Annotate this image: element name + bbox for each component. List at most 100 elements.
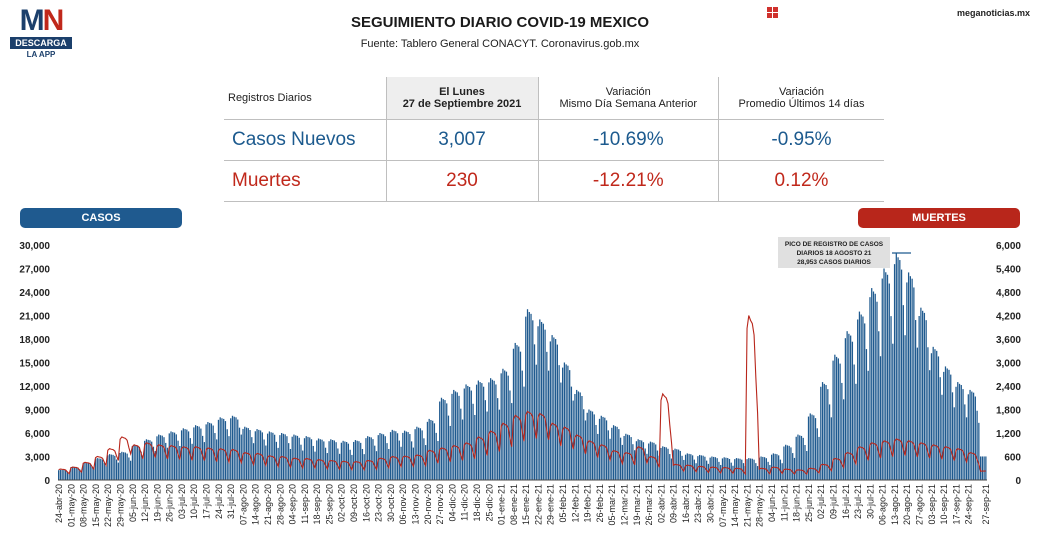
casos-bar: [867, 370, 869, 480]
casos-bar: [377, 435, 379, 480]
casos-bar: [72, 466, 74, 480]
x-tick-label: 14-ago-20: [251, 484, 261, 525]
casos-bar: [224, 421, 227, 480]
casos-bar: [972, 392, 975, 480]
casos-bar: [748, 458, 750, 480]
y-right-tick-label: 1,200: [996, 429, 1021, 440]
casos-bar: [259, 430, 262, 480]
y-right-tick-label: 600: [1004, 453, 1021, 464]
casos-bar: [533, 344, 536, 480]
y-right-tick-label: 0: [1015, 476, 1021, 487]
casos-bar: [756, 466, 759, 480]
casos-bar: [922, 310, 924, 480]
casos-bar: [393, 430, 395, 480]
casos-bar: [900, 269, 903, 480]
casos-bar: [886, 274, 889, 480]
casos-bar: [985, 456, 987, 480]
y-right-tick-label: 3,000: [996, 359, 1021, 370]
x-tick-label: 23-oct-20: [374, 484, 384, 522]
casos-bar: [233, 416, 235, 480]
casos-bar: [918, 316, 920, 480]
casos-bar: [463, 388, 465, 480]
casos-bar: [122, 452, 125, 480]
casos-bar: [790, 447, 792, 480]
casos-bar: [590, 410, 592, 480]
casos-bar: [472, 403, 474, 480]
casos-bar: [958, 383, 961, 480]
x-tick-label: 26-feb-21: [595, 484, 605, 523]
casos-bar: [641, 440, 643, 480]
casos-bar: [490, 378, 492, 480]
casos-bar: [799, 435, 801, 480]
casos-bar: [793, 457, 796, 480]
x-tick-label: 12-feb-21: [570, 484, 580, 523]
casos-bar: [165, 442, 167, 480]
x-tick-label: 14-may-21: [730, 484, 740, 527]
casos-var-14d: -0.95%: [717, 119, 884, 161]
casos-bar: [755, 463, 757, 480]
casos-bar: [149, 440, 151, 480]
casos-bar: [983, 456, 985, 480]
casos-bar: [648, 443, 650, 480]
x-tick-label: 01-may-20: [66, 484, 76, 527]
casos-bar: [428, 418, 430, 480]
casos-bar: [892, 343, 894, 480]
casos-bar: [906, 282, 908, 480]
casos-bar: [477, 380, 479, 480]
casos-bar: [402, 432, 404, 480]
y-right-tick-label: 3,600: [996, 335, 1021, 346]
casos-bar: [456, 392, 458, 480]
stats-table: Registros Diarios El Lunes 27 de Septiem…: [224, 77, 884, 202]
casos-bar: [144, 440, 146, 480]
casos-bar: [128, 457, 130, 480]
casos-bar: [374, 445, 376, 480]
casos-bar: [444, 400, 446, 480]
casos-bar: [439, 401, 441, 480]
casos-bar: [203, 442, 206, 480]
casos-var-week: -10.69%: [537, 119, 719, 161]
casos-bar: [84, 462, 86, 480]
casos-bar: [781, 463, 783, 480]
x-tick-label: 24-sep-21: [964, 484, 974, 525]
x-tick-label: 27-sep-21: [981, 484, 991, 525]
casos-bar: [180, 430, 183, 480]
casos-bar: [335, 442, 337, 480]
casos-bar: [944, 366, 947, 480]
casos-bar: [426, 421, 429, 480]
casos-bar: [837, 358, 839, 480]
x-tick-label: 24-jul-20: [214, 484, 224, 519]
casos-bar: [739, 458, 741, 480]
casos-bar: [133, 444, 135, 480]
casos-bar: [542, 323, 544, 480]
x-tick-label: 18-jun-21: [792, 484, 802, 522]
casos-bar: [662, 446, 664, 480]
casos-bar: [202, 435, 204, 480]
casos-bar: [458, 395, 460, 480]
x-tick-label: 06-ago-21: [878, 484, 888, 525]
casos-bar: [375, 451, 378, 480]
casos-bar: [391, 429, 393, 480]
casos-bar: [342, 440, 344, 480]
logo: MN DESCARGA LA APP: [10, 6, 72, 60]
x-tick-label: 11-sep-20: [300, 484, 310, 524]
casos-bar: [547, 370, 550, 480]
casos-bar: [293, 434, 295, 480]
casos-bar: [240, 434, 242, 480]
x-tick-label: 26-mar-21: [644, 484, 654, 526]
covid-chart: 0 3,000 6,000 9,000 12,000 15,000 18,000 21,000…: [19, 237, 1021, 527]
casos-bar: [486, 411, 488, 480]
casos-bar: [779, 459, 782, 480]
x-tick-label: 08-may-20: [79, 484, 89, 527]
casos-bar: [172, 432, 174, 480]
casos-bar: [751, 458, 753, 480]
casos-bar: [528, 312, 530, 480]
casos-bar: [291, 436, 293, 480]
x-tick-label: 25-sep-20: [324, 484, 334, 525]
casos-bar: [663, 446, 666, 480]
casos-bar: [497, 398, 499, 480]
y-right-tick-label: 1,800: [996, 406, 1021, 417]
casos-bar: [890, 316, 892, 480]
y-left-tick-label: 21,000: [19, 312, 50, 323]
casos-bar: [591, 411, 594, 480]
casos-bar: [323, 441, 325, 480]
